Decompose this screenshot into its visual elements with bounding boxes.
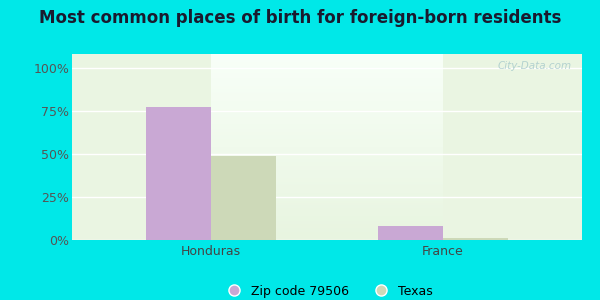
Bar (146, 107, 211, 240)
Bar (443, 238, 508, 240)
Bar (378, 226, 443, 240)
Text: Most common places of birth for foreign-born residents: Most common places of birth for foreign-… (39, 9, 561, 27)
Text: City-Data.com: City-Data.com (497, 61, 572, 71)
Bar (211, 156, 276, 240)
Legend: Zip code 79506, Texas: Zip code 79506, Texas (216, 280, 438, 300)
